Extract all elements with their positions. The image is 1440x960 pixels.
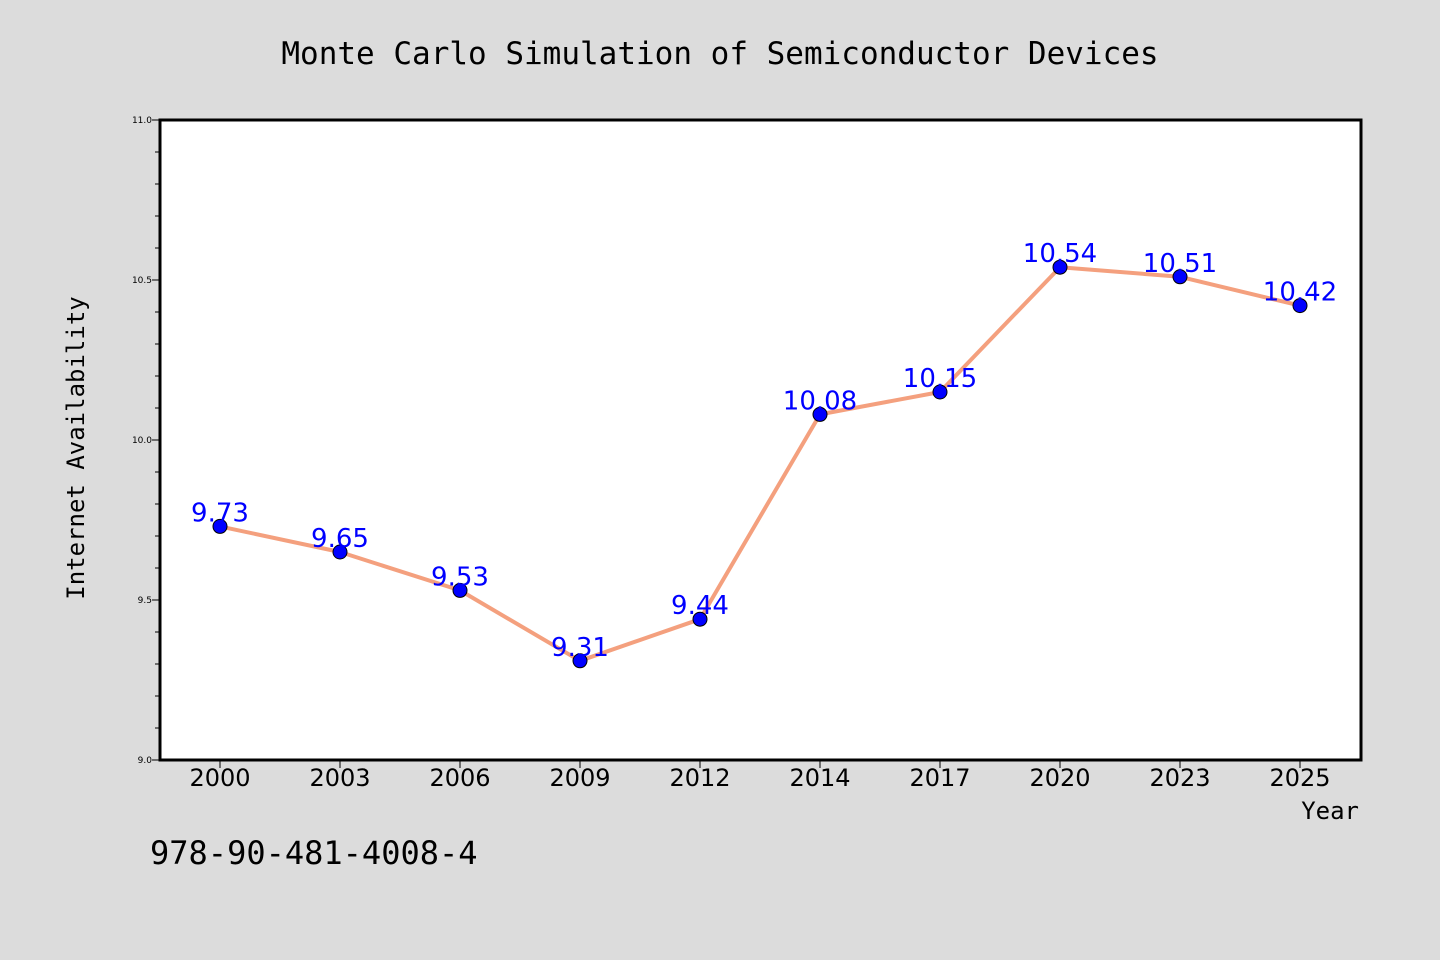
plot-area xyxy=(158,118,1363,762)
data-point xyxy=(812,406,828,422)
data-label: 9.65 xyxy=(311,524,369,554)
data-label: 9.73 xyxy=(191,498,249,528)
x-tick-label: 2025 xyxy=(1269,764,1330,792)
x-tick-label: 2000 xyxy=(189,764,250,792)
data-label: 10.51 xyxy=(1143,249,1217,279)
y-tick-label: 10.0 xyxy=(132,436,152,446)
data-label: 9.31 xyxy=(551,633,609,663)
data-point xyxy=(1292,298,1308,314)
data-point xyxy=(332,544,348,560)
y-tick-label: 11.0 xyxy=(132,116,152,126)
x-axis-label: Year xyxy=(1301,797,1359,825)
x-tick-label: 2012 xyxy=(669,764,730,792)
y-axis-label: Internet Availability xyxy=(62,296,90,599)
data-label: 10.42 xyxy=(1263,278,1337,308)
y-tick-label: 9.0 xyxy=(138,756,153,766)
chart-title: Monte Carlo Simulation of Semiconductor … xyxy=(281,36,1158,72)
data-point xyxy=(1052,259,1068,275)
data-point xyxy=(932,384,948,400)
series-line xyxy=(219,265,1301,663)
x-tick-label: 2017 xyxy=(909,764,970,792)
y-tick-label: 10.5 xyxy=(132,276,152,286)
data-label: 9.53 xyxy=(431,562,489,592)
data-label: 10.15 xyxy=(903,364,977,394)
x-tick-label: 2009 xyxy=(549,764,610,792)
data-label: 10.54 xyxy=(1023,239,1097,269)
data-point xyxy=(1172,269,1188,285)
x-tick-label: 2020 xyxy=(1029,764,1090,792)
data-point xyxy=(692,611,708,627)
x-axis: 2000 2003 2006 2009 2012 2014 2017 2020 2023 2025 xyxy=(189,760,1331,792)
footnote-isbn: 978-90-481-4008-4 xyxy=(150,834,478,872)
series-layer: 9.73 9.65 9.53 9.31 9.44 10.08 10.15 10.54 10.51… xyxy=(191,239,1337,669)
data-point xyxy=(212,518,228,534)
data-label: 10.08 xyxy=(783,386,857,416)
x-tick-label: 2023 xyxy=(1149,764,1210,792)
y-axis: 9.0 9.5 10.0 10.5 11.0 xyxy=(132,116,160,766)
data-label: 9.44 xyxy=(671,591,729,621)
x-tick-label: 2014 xyxy=(789,764,850,792)
x-tick-label: 2003 xyxy=(309,764,370,792)
data-point xyxy=(452,582,468,598)
y-tick-label: 9.5 xyxy=(138,596,152,606)
x-tick-label: 2006 xyxy=(429,764,490,792)
data-point xyxy=(572,653,588,669)
